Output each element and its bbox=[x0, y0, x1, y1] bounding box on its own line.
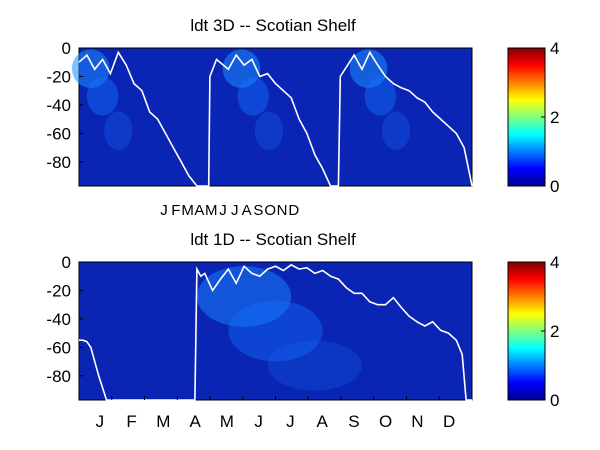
panel-1-title: ldt 3D -- Scotian Shelf bbox=[190, 16, 356, 35]
colorbar-tick-label: 4 bbox=[550, 253, 559, 272]
colorbar-tick-label: 0 bbox=[550, 177, 559, 196]
panel-2-plot bbox=[78, 261, 473, 401]
x-tick-label: J bbox=[231, 202, 239, 219]
panel-2-value-field bbox=[196, 266, 362, 391]
x-tick-label: O bbox=[379, 412, 392, 431]
x-tick-label: M bbox=[205, 202, 218, 219]
x-tick-label: M bbox=[220, 412, 234, 431]
x-tick-label: J bbox=[160, 202, 168, 219]
x-tick-label: D bbox=[288, 202, 299, 219]
x-tick-label: S bbox=[253, 202, 263, 219]
value-plume bbox=[196, 266, 292, 327]
colorbar-tick-label: 0 bbox=[550, 391, 559, 410]
x-tick-label: A bbox=[194, 202, 204, 219]
y-tick-label: -60 bbox=[46, 124, 71, 143]
panel-1-colorbar-ticks: 0 2 4 bbox=[541, 39, 559, 196]
panel-2-colorbar-bar bbox=[507, 261, 546, 401]
y-tick-label: -20 bbox=[46, 281, 71, 300]
y-tick-label: -80 bbox=[46, 367, 71, 386]
colorbar-tick-label: 4 bbox=[550, 39, 559, 58]
y-tick-label: -60 bbox=[46, 338, 71, 357]
panel-1-mixed-layer-line bbox=[78, 50, 473, 187]
panel-2-colorbar: 0 2 4 bbox=[507, 253, 559, 410]
value-plume bbox=[254, 111, 284, 151]
panel-1-colorbar: 0 2 4 bbox=[507, 39, 559, 196]
value-plume bbox=[267, 340, 362, 391]
value-plume bbox=[381, 111, 411, 151]
panel-2-y-axis: 0 -20 -40 -60 -80 bbox=[46, 253, 83, 386]
x-tick-label: M bbox=[156, 412, 170, 431]
x-tick-label: N bbox=[277, 202, 288, 219]
value-plume bbox=[349, 49, 388, 89]
y-tick-label: 0 bbox=[62, 253, 71, 272]
colorbar-tick-label: 2 bbox=[550, 108, 559, 127]
panel-1-colorbar-bar bbox=[507, 47, 546, 187]
panel-2-mixed-layer-line bbox=[79, 263, 472, 401]
y-tick-label: -40 bbox=[46, 310, 71, 329]
y-tick-label: -80 bbox=[46, 153, 71, 172]
panel-1-plot bbox=[71, 47, 473, 187]
panel-2-colorbar-ticks: 0 2 4 bbox=[541, 253, 559, 410]
panel-2: ldt 1D -- Scotian Shelf 0 -20 -40 -60 -80 J F… bbox=[46, 230, 559, 431]
y-tick-label: -20 bbox=[46, 67, 71, 86]
value-plume bbox=[364, 76, 397, 116]
x-tick-label: F bbox=[171, 202, 180, 219]
value-plume bbox=[237, 76, 269, 116]
x-tick-label: A bbox=[242, 202, 252, 219]
x-tick-label: O bbox=[264, 202, 276, 219]
x-tick-label: J bbox=[286, 412, 295, 431]
colorbar-tick-label: 2 bbox=[550, 322, 559, 341]
x-tick-label: J bbox=[254, 412, 263, 431]
x-tick-label: D bbox=[443, 412, 455, 431]
panel-2-title: ldt 1D -- Scotian Shelf bbox=[190, 230, 356, 249]
value-plume bbox=[104, 111, 133, 151]
value-plume bbox=[86, 76, 119, 116]
panel-1-value-field bbox=[71, 49, 411, 151]
x-tick-label: S bbox=[348, 412, 359, 431]
x-tick-label: N bbox=[411, 412, 423, 431]
x-tick-label: F bbox=[126, 412, 136, 431]
x-tick-label: M bbox=[181, 202, 194, 219]
value-plume bbox=[228, 300, 323, 362]
panel-1-plot-area bbox=[78, 47, 473, 187]
value-plume bbox=[222, 49, 261, 89]
y-tick-label: -40 bbox=[46, 96, 71, 115]
y-tick-label: 0 bbox=[62, 39, 71, 58]
panel-1-y-axis: 0 -20 -40 -60 -80 bbox=[46, 39, 83, 172]
x-tick-label: A bbox=[189, 412, 201, 431]
x-tick-label: A bbox=[316, 412, 328, 431]
x-tick-label: J bbox=[96, 412, 105, 431]
x-tick-label: J bbox=[219, 202, 227, 219]
